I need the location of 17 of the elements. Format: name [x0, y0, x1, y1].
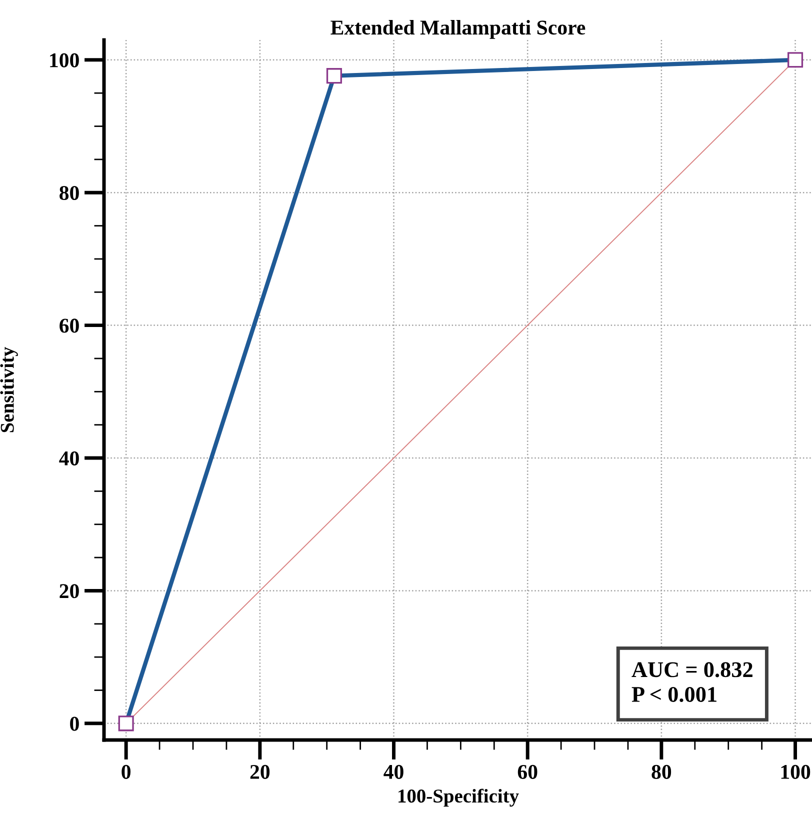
y-tick-label: 0: [70, 716, 79, 731]
x-tick-label: 60: [518, 764, 538, 779]
x-axis-title: 100-Specificity: [398, 788, 519, 807]
y-tick-label: 60: [60, 318, 79, 333]
x-tick-label: 80: [652, 764, 672, 779]
y-tick-label: 80: [60, 186, 79, 200]
y-tick-label: 20: [60, 584, 79, 598]
x-tick-label: 0: [122, 764, 130, 779]
annotation: P < 0.001: [632, 686, 716, 702]
x-tick-label: 100: [781, 764, 810, 779]
y-tick-label: 100: [50, 53, 79, 68]
chart-title: Extended Mallampatti Score: [330, 20, 586, 39]
y-axis-title: Sensitivity: [0, 346, 18, 432]
annotation: AUC = 0.832: [632, 662, 752, 678]
y-tick-label: 40: [59, 451, 79, 466]
x-tick-label: 40: [384, 764, 404, 779]
x-tick-label: 20: [250, 764, 270, 779]
